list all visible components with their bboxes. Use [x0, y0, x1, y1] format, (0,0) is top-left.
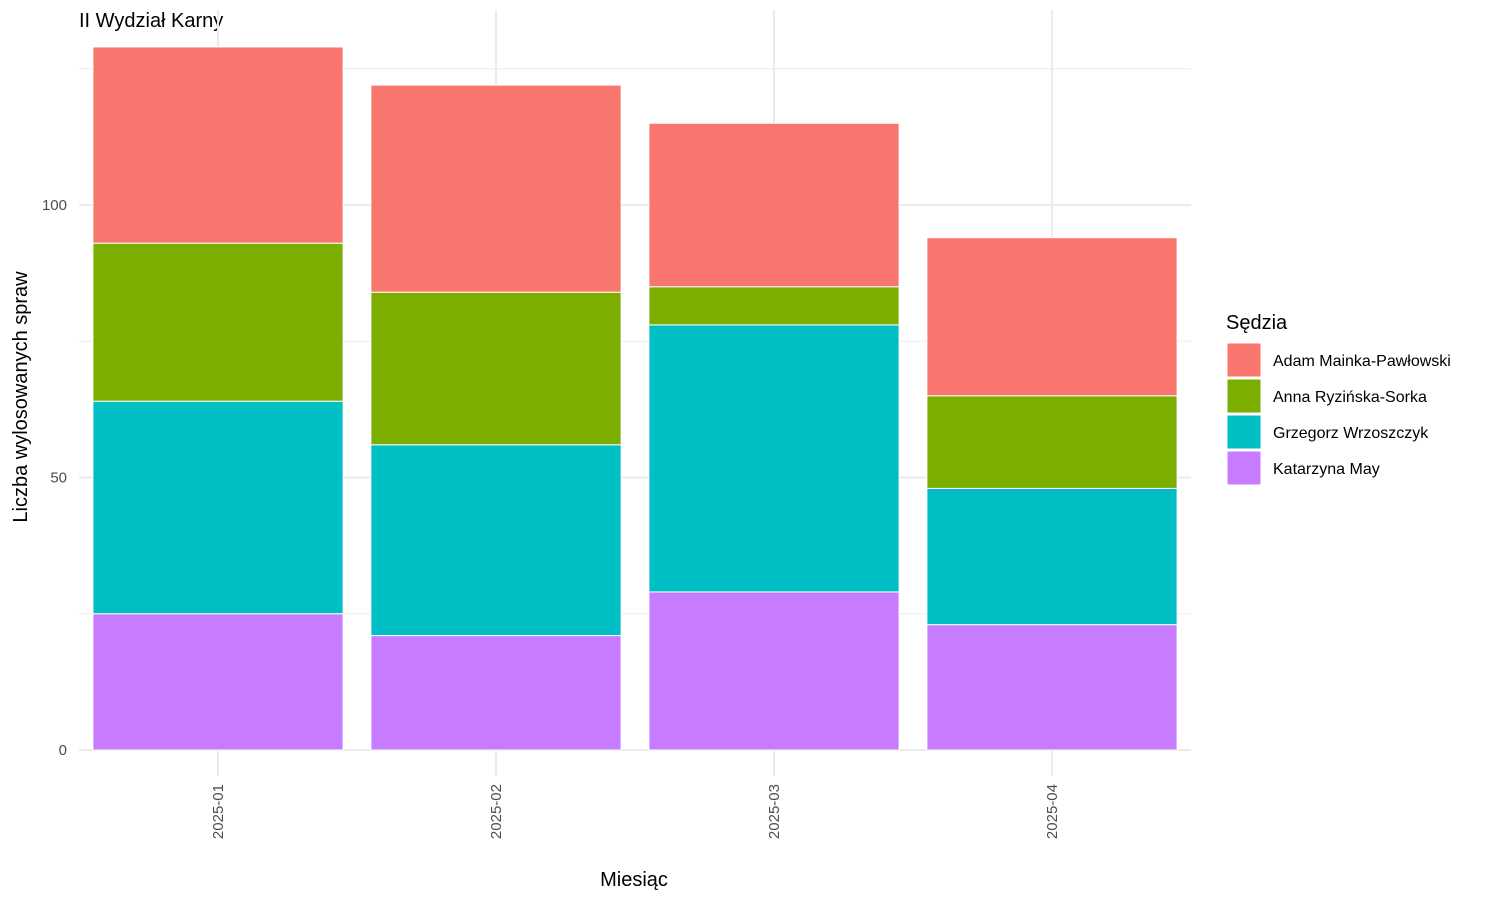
x-tick-label: 2025-04 — [1044, 784, 1061, 839]
y-axis-title: Liczba wylosowanych spraw — [10, 271, 32, 523]
bar-segment — [92, 613, 344, 751]
x-tick-label: 2025-02 — [488, 784, 505, 839]
legend-label: Katarzyna May — [1273, 461, 1380, 478]
legend-label: Adam Mainka-Pawłowski — [1273, 353, 1451, 370]
legend-swatch — [1226, 414, 1262, 450]
y-tick-label: 50 — [50, 470, 67, 487]
chart-title: II Wydział Karny — [79, 10, 223, 32]
y-tick-label: 100 — [42, 197, 67, 214]
bar-segment — [92, 46, 344, 244]
bar-segment — [92, 400, 344, 615]
legend-swatch — [1226, 378, 1262, 414]
bar-segment — [648, 591, 900, 751]
legend: Sędzia Adam Mainka-Pawłowski Anna Ryzińsk… — [1226, 312, 1451, 486]
bars — [92, 46, 1178, 751]
bar-segment — [926, 395, 1178, 489]
bar-segment — [926, 487, 1178, 626]
bar-segment — [648, 122, 900, 288]
bar-segment — [92, 242, 344, 402]
legend-swatch — [1226, 342, 1262, 378]
bar-segment — [370, 444, 622, 637]
bar-segment — [926, 624, 1178, 751]
bar-segment — [370, 635, 622, 751]
y-axis-ticks: 0 50 100 — [42, 197, 67, 759]
bar-segment — [370, 84, 622, 293]
x-tick-label: 2025-01 — [210, 784, 227, 839]
y-tick-label: 0 — [59, 742, 67, 759]
x-axis-ticks: 2025-01 2025-02 2025-03 2025-04 — [210, 784, 1061, 839]
bar-segment — [648, 286, 900, 326]
bar-segment — [648, 324, 900, 593]
x-tick-label: 2025-03 — [766, 784, 783, 839]
legend-label: Anna Ryzińska-Sorka — [1273, 389, 1427, 406]
x-axis-title: Miesiąc — [600, 869, 668, 891]
legend-title: Sędzia — [1226, 312, 1288, 334]
legend-label: Grzegorz Wrzoszczyk — [1273, 425, 1429, 442]
bar-segment — [370, 291, 622, 446]
legend-swatch — [1226, 450, 1262, 486]
bar-segment — [926, 237, 1178, 397]
